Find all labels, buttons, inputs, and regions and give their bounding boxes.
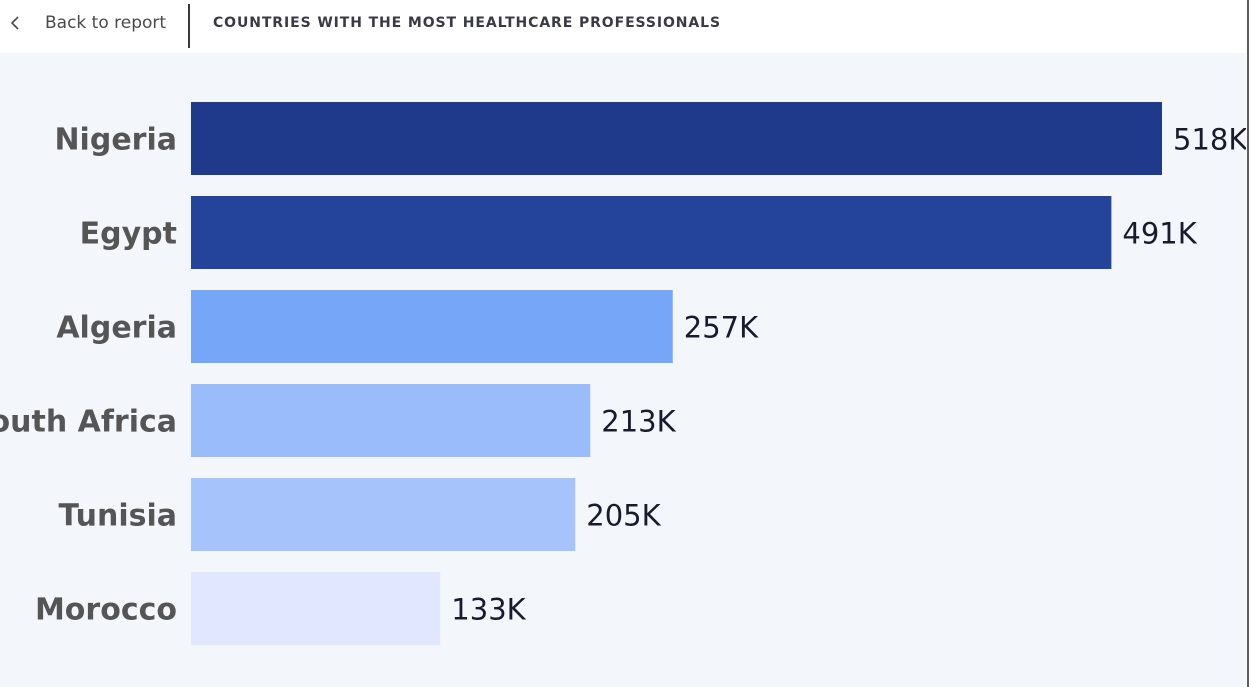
- page-title: COUNTRIES WITH THE MOST HEALTHCARE PROFE…: [213, 15, 721, 31]
- category-label: Morocco: [35, 593, 177, 628]
- bar-algeria[interactable]: [191, 290, 673, 363]
- bar-egypt[interactable]: [191, 196, 1112, 269]
- bar-south-africa[interactable]: [191, 384, 591, 457]
- bar-morocco[interactable]: [191, 572, 441, 645]
- back-to-report-label: Back to report: [45, 13, 167, 33]
- scrollbar: [1247, 0, 1249, 687]
- category-label: Nigeria: [54, 123, 177, 158]
- data-label: 133K: [451, 593, 526, 627]
- data-label: 257K: [684, 311, 759, 345]
- back-to-report-button[interactable]: Back to report: [0, 0, 188, 48]
- category-label: South Africa: [0, 405, 177, 440]
- page-edge: [1246, 0, 1254, 687]
- category-label: Tunisia: [58, 499, 177, 534]
- header-divider: [188, 4, 190, 48]
- data-label: 491K: [1122, 217, 1197, 251]
- data-label: 518K: [1173, 123, 1246, 157]
- data-label: 213K: [601, 405, 676, 439]
- report-header: Back to report COUNTRIES WITH THE MOST H…: [0, 0, 1246, 52]
- bar-nigeria[interactable]: [191, 102, 1162, 175]
- data-label: 205K: [586, 499, 661, 533]
- chevron-left-icon: [10, 16, 19, 30]
- category-label: Egypt: [80, 217, 177, 252]
- category-label: Algeria: [56, 311, 177, 346]
- bar-tunisia[interactable]: [191, 478, 576, 551]
